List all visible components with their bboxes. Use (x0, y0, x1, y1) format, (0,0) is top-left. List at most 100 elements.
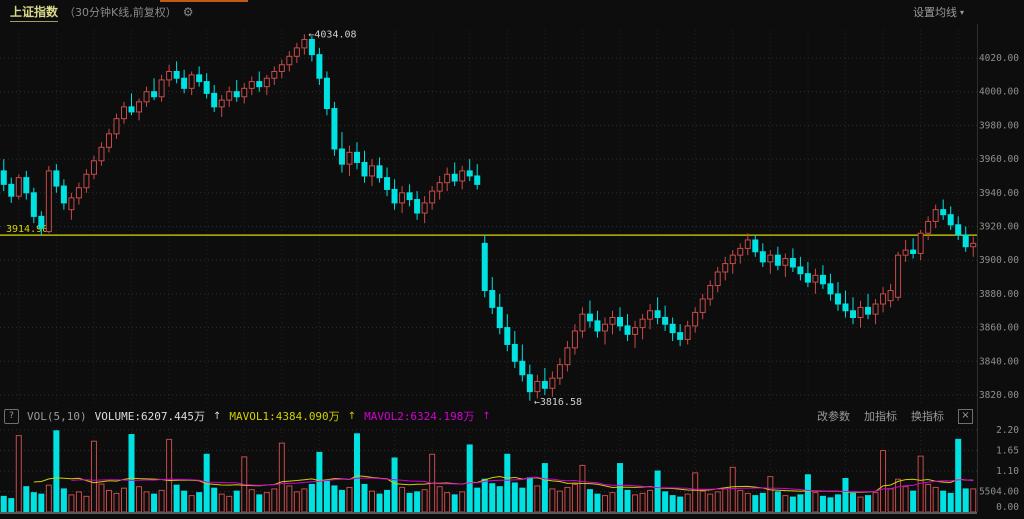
ma-settings-button[interactable]: 设置均线 ▾ (913, 4, 964, 20)
volume-bar (15, 435, 22, 513)
ref-line: 3914.90 (0, 224, 977, 236)
candle-body (654, 310, 661, 318)
volume-axis-tick-label: 2.20 (996, 425, 1019, 436)
candle-body (662, 316, 669, 325)
candle-body (601, 323, 608, 332)
volume-bar (759, 492, 766, 513)
candle-body (632, 327, 639, 335)
mavol2-up-arrow-icon: ↑ (482, 410, 491, 422)
volume-bar (955, 438, 962, 513)
volume-bar (369, 490, 376, 513)
volume-bar (489, 483, 496, 513)
volume-bar (647, 489, 654, 513)
candle-body (414, 199, 421, 214)
candle-body (737, 247, 744, 256)
volume-bar (684, 493, 691, 513)
candle-body (481, 242, 488, 292)
volume-bar (406, 492, 413, 513)
candle-body (925, 220, 932, 234)
price-gridlines (0, 57, 977, 396)
volume-bar (940, 490, 947, 513)
edit-params-link[interactable]: 改参数 (817, 410, 850, 423)
candle-body (519, 360, 526, 376)
candle-body (887, 290, 894, 302)
candle-body (564, 347, 571, 366)
volume-bar (391, 457, 398, 513)
volume-bar (196, 492, 203, 513)
candle-body (128, 106, 135, 113)
price-axis-tick-label: 3820.00 (979, 390, 1019, 401)
candle-body (293, 47, 300, 57)
candle-body (511, 343, 518, 362)
volume-axis-labels: 2.20 1.65 1.10 5504.00 0.00 (979, 425, 1019, 513)
volume-bar (316, 451, 323, 513)
price-axis-tick-label: 3980.00 (979, 120, 1019, 131)
volume-bar (53, 430, 60, 513)
candle-body (729, 254, 736, 265)
candle-body (504, 327, 511, 345)
volume-bar (624, 489, 631, 513)
candle-body (684, 325, 691, 340)
candle-body (331, 108, 338, 150)
candle-body (196, 74, 203, 83)
candle-body (369, 165, 376, 177)
candle-body (774, 254, 781, 266)
candle-body (571, 330, 578, 349)
volume-bar (75, 491, 82, 513)
candle-body (8, 183, 15, 197)
volume-bar (880, 450, 887, 513)
volume-bar (677, 496, 684, 513)
mavol1-value: MAVOL1:4384.090万 (229, 410, 340, 423)
volume-bar (173, 484, 180, 513)
volume-bar (121, 487, 128, 513)
candle-body (556, 364, 563, 379)
candle-body (677, 332, 684, 340)
candle-body (744, 239, 751, 249)
help-icon[interactable]: ? (4, 408, 19, 424)
candle-body (609, 316, 616, 325)
volume-bar (692, 472, 699, 513)
volume-bar (812, 492, 819, 513)
candle-body (962, 234, 969, 248)
candle-body (83, 173, 90, 189)
volume-bar (662, 491, 669, 513)
add-indicator-link[interactable]: 加指标 (864, 410, 897, 423)
candle-body (308, 38, 315, 56)
volume-bar (8, 498, 15, 513)
volume-bar (211, 487, 218, 513)
volume-bar (752, 495, 759, 513)
candle-body (549, 377, 556, 389)
volume-bar (60, 488, 67, 513)
low-annotation: ←3816.58 (534, 397, 582, 408)
volume-bar (466, 444, 473, 513)
candle-body (819, 274, 826, 285)
chevron-down-icon: ▾ (959, 7, 964, 17)
candle-body (496, 306, 503, 329)
volume-bar (399, 486, 406, 513)
switch-indicator-link[interactable]: 换指标 (911, 410, 944, 423)
volume-bar (827, 497, 834, 513)
volume-bar (181, 490, 188, 513)
candle-body (444, 173, 451, 184)
candle-body (105, 133, 112, 148)
gear-icon[interactable]: ⚙ (182, 5, 194, 19)
candle-body (173, 70, 180, 79)
candle-body (406, 192, 413, 201)
close-icon[interactable]: × (958, 408, 973, 424)
volume-bar (571, 483, 578, 513)
volume-bar (707, 493, 714, 513)
candle-body (834, 293, 841, 305)
volume-bar (98, 483, 105, 513)
candle-body (399, 192, 406, 204)
candle-body (421, 202, 428, 214)
price-axis-tick-label: 3840.00 (979, 356, 1019, 367)
candle-body (947, 214, 954, 226)
candlestick-series[interactable] (0, 34, 977, 401)
volume-bar (609, 492, 616, 513)
volume-bar (737, 489, 744, 513)
candle-body (391, 188, 398, 204)
candle-body (872, 303, 879, 315)
candle-body (812, 274, 819, 283)
